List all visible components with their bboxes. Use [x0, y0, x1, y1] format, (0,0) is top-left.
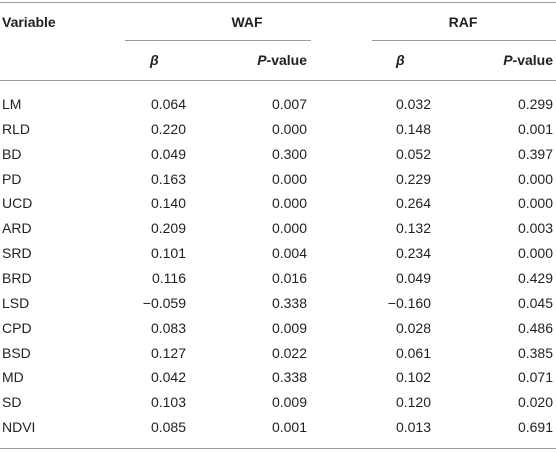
- cell-value: 0.049: [150, 145, 186, 162]
- cell-value: 0.071: [517, 369, 553, 386]
- p-value-header: P-value: [503, 51, 553, 69]
- cell-value: 0.000: [517, 245, 553, 262]
- beta-header: β: [150, 52, 159, 68]
- cell-value: 0.486: [517, 319, 553, 336]
- cell-value: 0.001: [271, 419, 307, 436]
- cell-value: 0.083: [150, 319, 186, 336]
- top-rule: [0, 2, 556, 3]
- beta-header: β: [396, 52, 405, 68]
- cell-value: 0.009: [271, 319, 307, 336]
- variable-name: UCD: [2, 195, 33, 212]
- group-rule: [372, 40, 556, 41]
- p-suffix: -value: [512, 52, 553, 68]
- cell-value: 0.385: [517, 344, 553, 361]
- cell-value: 0.234: [395, 245, 431, 262]
- cell-value: 0.009: [271, 394, 307, 411]
- cell-value: 0.127: [150, 344, 186, 361]
- cell-value: 0.691: [517, 419, 553, 436]
- cell-value: 0.102: [395, 369, 431, 386]
- cell-value: 0.016: [271, 270, 307, 286]
- variable-name: SRD: [2, 245, 32, 262]
- p-suffix: -value: [266, 52, 307, 68]
- group-rule: [125, 40, 311, 41]
- cell-value: 0.049: [395, 270, 431, 286]
- cell-value: 0.001: [517, 120, 553, 137]
- variable-name: BRD: [2, 270, 32, 286]
- cell-value: 0.229: [395, 170, 431, 187]
- cell-value: −0.059: [142, 294, 186, 311]
- p-letter: P: [257, 52, 267, 68]
- cell-value: 0.338: [271, 369, 307, 386]
- cell-value: −0.160: [387, 294, 431, 311]
- header-rule: [0, 80, 556, 81]
- cell-value: 0.000: [271, 120, 307, 137]
- cell-value: 0.000: [517, 170, 553, 187]
- cell-value: 0.000: [271, 220, 307, 237]
- cell-value: 0.020: [517, 394, 553, 411]
- cell-value: 0.397: [517, 145, 553, 162]
- cell-value: 0.003: [517, 220, 553, 237]
- cell-value: 0.013: [395, 419, 431, 436]
- cell-value: 0.022: [271, 344, 307, 361]
- cell-value: 0.000: [271, 195, 307, 212]
- cell-value: 0.209: [150, 220, 186, 237]
- cell-value: 0.045: [517, 294, 553, 311]
- cell-value: 0.120: [395, 394, 431, 411]
- cell-value: 0.116: [152, 270, 186, 286]
- cell-value: 0.061: [395, 344, 431, 361]
- group-header: WAF: [231, 14, 263, 30]
- cell-value: 0.300: [271, 145, 307, 162]
- cell-value: 0.028: [395, 319, 431, 336]
- cell-value: 0.132: [395, 220, 431, 237]
- cell-value: 0.264: [395, 195, 431, 212]
- cell-value: 0.052: [395, 145, 431, 162]
- cell-value: 0.101: [150, 245, 186, 262]
- variable-header: Variable: [2, 14, 56, 30]
- p-value-header: P-value: [257, 51, 307, 69]
- variable-name: PD: [2, 170, 22, 187]
- cell-value: 0.064: [150, 96, 186, 112]
- p-letter: P: [503, 52, 513, 68]
- cell-value: 0.042: [150, 369, 186, 386]
- bottom-rule: [0, 448, 556, 449]
- cell-value: 0.299: [517, 96, 553, 112]
- variable-name: RLD: [2, 120, 31, 137]
- cell-value: 0.429: [517, 270, 553, 286]
- cell-value: 0.220: [150, 120, 186, 137]
- variable-name: LSD: [2, 294, 30, 311]
- cell-value: 0.163: [150, 170, 186, 187]
- variable-name: CPD: [2, 319, 32, 336]
- variable-name: LM: [2, 96, 22, 112]
- cell-value: 0.000: [517, 195, 553, 212]
- variable-name: NDVI: [2, 419, 36, 436]
- cell-value: 0.103: [150, 394, 186, 411]
- group-header: RAF: [448, 14, 478, 30]
- cell-value: 0.338: [271, 294, 307, 311]
- variable-name: ARD: [2, 220, 32, 237]
- cell-value: 0.085: [150, 419, 186, 436]
- variable-name: SD: [2, 394, 22, 411]
- cell-value: 0.148: [395, 120, 431, 137]
- cell-value: 0.032: [395, 96, 431, 112]
- cell-value: 0.140: [150, 195, 186, 212]
- variable-name: MD: [2, 369, 24, 386]
- variable-name: BD: [2, 145, 22, 162]
- cell-value: 0.007: [271, 96, 307, 112]
- variable-name: BSD: [2, 344, 31, 361]
- cell-value: 0.004: [271, 245, 307, 262]
- cell-value: 0.000: [271, 170, 307, 187]
